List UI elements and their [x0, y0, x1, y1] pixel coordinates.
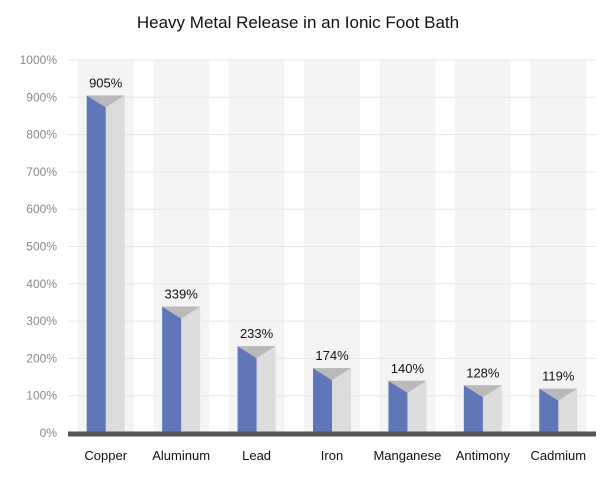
y-tick-label: 900%: [26, 90, 57, 104]
x-tick-label: Copper: [84, 448, 127, 463]
x-axis-ticks: Copper Aluminum Lead Iron Manganese Antimony C…: [84, 448, 586, 463]
bar-lead: [237, 346, 276, 433]
x-tick-label: Aluminum: [152, 448, 210, 463]
x-tick-label: Cadmium: [530, 448, 586, 463]
y-tick-label: 700%: [26, 165, 57, 179]
x-tick-label: Lead: [242, 448, 271, 463]
y-tick-label: 0%: [40, 426, 58, 440]
y-tick-label: 600%: [26, 202, 57, 216]
bar-top-cap: [237, 346, 276, 359]
y-tick-label: 800%: [26, 128, 57, 142]
bar-top-cap: [86, 95, 125, 108]
bar-copper: [86, 95, 125, 433]
bar-front-face: [313, 368, 332, 433]
bar-top-cap: [313, 368, 351, 381]
bar-front-face: [162, 306, 182, 433]
x-tick-label: Manganese: [373, 448, 441, 463]
bar-cadmium: [539, 388, 578, 433]
bar-iron: [313, 368, 351, 433]
bar-top-cap: [162, 306, 201, 319]
bar-top-cap: [539, 388, 578, 401]
data-label: 905%: [89, 75, 123, 90]
y-tick-label: 300%: [26, 314, 57, 328]
y-tick-label: 100%: [26, 389, 57, 403]
bar-front-face: [237, 346, 257, 433]
bar-top-cap: [388, 380, 427, 393]
y-tick-label: 1000%: [20, 53, 58, 67]
bar-front-face: [388, 380, 408, 433]
y-tick-label: 400%: [26, 277, 57, 291]
bar-antimony: [463, 385, 502, 433]
y-axis-ticks: 0% 100% 200% 300% 400% 500% 600% 700% 800% 900% 10…: [20, 53, 58, 440]
data-label: 233%: [240, 326, 274, 341]
data-label: 174%: [315, 348, 349, 363]
bars: [86, 95, 578, 433]
bar-front-face: [86, 95, 106, 433]
data-label: 339%: [165, 287, 199, 302]
data-label: 119%: [542, 369, 575, 384]
chart-title: Heavy Metal Release in an Ionic Foot Bat…: [137, 13, 459, 32]
bar-aluminum: [162, 306, 201, 433]
x-tick-label: Antimony: [456, 448, 511, 463]
bar-front-face: [539, 388, 559, 433]
y-tick-label: 200%: [26, 351, 57, 365]
bar-front-face: [463, 385, 483, 433]
y-tick-label: 500%: [26, 240, 57, 254]
data-label: 128%: [466, 365, 500, 380]
data-labels: 905% 339% 233% 174% 140% 128% 119%: [89, 75, 575, 383]
bar-manganese: [388, 380, 427, 433]
bar-top-cap: [463, 385, 502, 398]
data-label: 140%: [391, 361, 425, 376]
x-tick-label: Iron: [321, 448, 343, 463]
